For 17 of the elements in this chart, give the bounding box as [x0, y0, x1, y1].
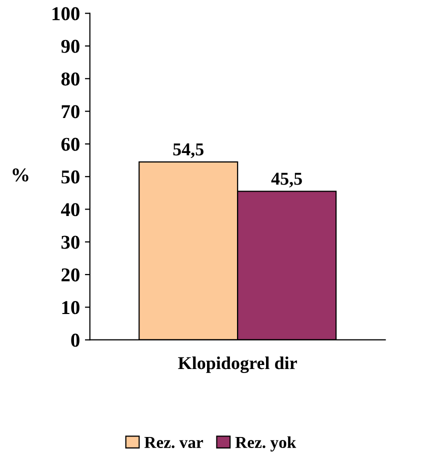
y-tick-label: 10 [62, 301, 80, 314]
y-tick-label: 70 [62, 105, 80, 118]
y-tick-label: 80 [61, 72, 80, 86]
data-label: 45,5 [271, 172, 302, 188]
legend-label: Rez. var [144, 436, 204, 448]
data-label: 54,5 [173, 143, 204, 158]
y-tick-label: 30 [61, 236, 80, 249]
y-tick-label: 20 [62, 268, 80, 282]
y-tick-label: 0 [71, 334, 80, 347]
legend-label: Rez. yok [235, 436, 296, 452]
x-tick-label: Klopidogrel dir [178, 356, 297, 374]
y-tick-label: 50 [61, 170, 80, 184]
y-tick-label: 40 [60, 203, 80, 216]
y-tick-label: 90 [61, 40, 80, 53]
y-tick-label: 100 [52, 7, 80, 20]
y-axis-title: % [12, 168, 28, 182]
y-tick-label: 60 [61, 138, 80, 151]
